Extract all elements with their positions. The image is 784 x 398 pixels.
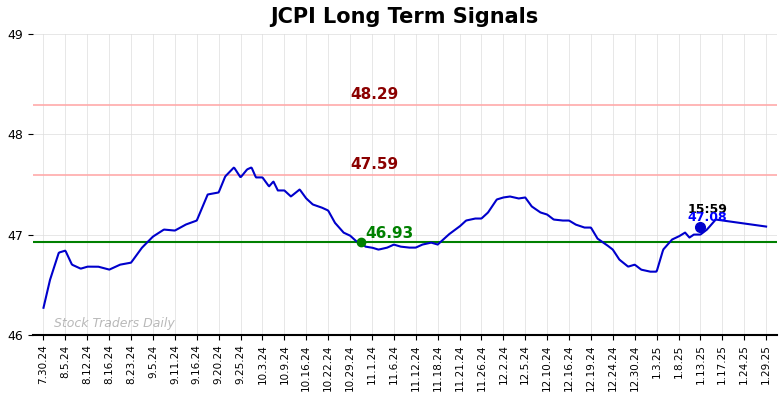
Text: Stock Traders Daily: Stock Traders Daily [54, 317, 175, 330]
Text: 15:59: 15:59 [688, 203, 727, 216]
Text: 47.59: 47.59 [350, 157, 398, 172]
Text: 48.29: 48.29 [350, 87, 398, 102]
Title: JCPI Long Term Signals: JCPI Long Term Signals [270, 7, 539, 27]
Text: 46.93: 46.93 [365, 226, 414, 240]
Text: 47.08: 47.08 [688, 211, 727, 224]
